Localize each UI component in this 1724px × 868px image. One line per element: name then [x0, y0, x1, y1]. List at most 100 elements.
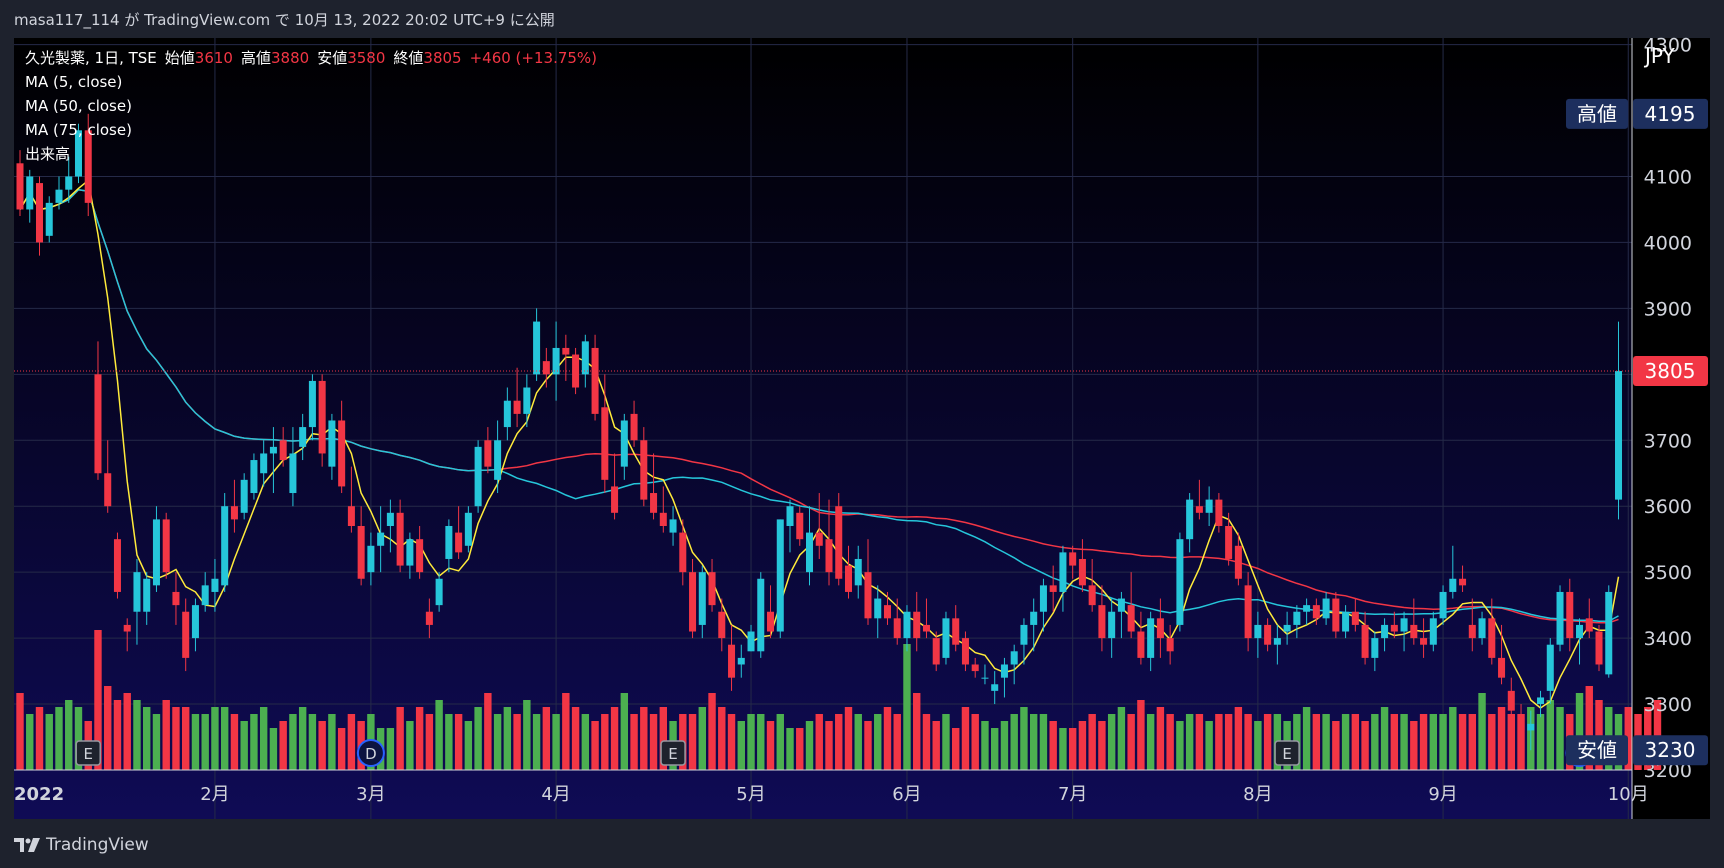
candle-body — [581, 341, 589, 375]
candle-body — [1468, 624, 1476, 639]
volume-bar — [1575, 693, 1584, 770]
volume-bar — [718, 707, 726, 770]
volume-bar — [1117, 707, 1126, 770]
volume-bar — [796, 728, 804, 770]
candle — [659, 486, 667, 533]
candle — [279, 427, 287, 467]
volume-bar — [747, 714, 755, 770]
volume-bar — [1263, 714, 1272, 770]
x-tick-label: 8月 — [1243, 784, 1272, 805]
candle — [542, 347, 550, 388]
candle — [1449, 545, 1457, 599]
candle — [581, 334, 589, 388]
candle — [630, 400, 638, 447]
candle — [952, 605, 960, 652]
candle-body — [1576, 624, 1584, 639]
volume-bar — [688, 714, 697, 770]
candle-body — [1507, 690, 1515, 711]
y-tick-label: 3200 — [1644, 760, 1692, 782]
candle-body — [1595, 631, 1603, 665]
candle-body — [347, 506, 355, 526]
candle-body — [776, 519, 784, 632]
volume-bar — [961, 707, 970, 770]
tag-value-box — [1633, 735, 1708, 766]
candle — [1186, 493, 1194, 553]
volume-bar — [1107, 714, 1116, 770]
indicator-volume[interactable]: 出来高 — [25, 145, 71, 163]
x-tick-label: 9月 — [1428, 784, 1457, 805]
earnings-marker[interactable]: E — [660, 740, 686, 766]
candle — [1069, 545, 1077, 579]
candle-body — [35, 183, 44, 243]
candle — [133, 558, 141, 645]
candle-body — [230, 506, 238, 520]
volume-bar — [805, 721, 814, 770]
x-tick-label: 6月 — [892, 784, 921, 805]
volume-bar — [454, 714, 463, 770]
volume-bar — [1507, 714, 1515, 770]
indicator-ma5[interactable]: MA (5, close) — [25, 73, 123, 91]
volume-bar — [1156, 707, 1165, 770]
candle-body — [1429, 618, 1437, 645]
volume-bar — [932, 721, 940, 770]
candle — [357, 506, 365, 586]
y-tick-label: 3500 — [1644, 562, 1692, 584]
indicator-ma50[interactable]: MA (50, close) — [25, 97, 132, 115]
low-value: 3580 — [347, 49, 386, 67]
volume-bar — [601, 714, 609, 770]
earnings-marker[interactable]: E — [75, 740, 101, 766]
candle — [1078, 539, 1086, 592]
y-tick-label: 4300 — [1644, 35, 1692, 57]
volume-bar — [1234, 707, 1243, 770]
volume-bar — [942, 714, 950, 770]
price-tags: 高値 4195 安値 3230 3805 — [14, 98, 1708, 766]
candle — [1517, 704, 1525, 744]
candle — [1176, 532, 1184, 632]
candle-body — [698, 572, 706, 625]
volume-bar — [1624, 707, 1632, 770]
earnings-marker[interactable]: E — [1274, 740, 1300, 766]
volume-bar — [104, 686, 112, 770]
candle-body — [494, 440, 502, 480]
volume-bar — [113, 700, 122, 770]
candle-body — [152, 519, 160, 586]
volume-bar — [708, 693, 716, 770]
volume-bar — [1215, 714, 1223, 770]
candle-body — [747, 631, 755, 652]
candle — [1254, 611, 1262, 658]
candle — [494, 420, 502, 494]
candle — [182, 598, 190, 672]
candle — [318, 374, 326, 467]
volume-bar — [727, 714, 736, 770]
volume-bar — [1439, 714, 1447, 770]
candle-body — [377, 532, 385, 546]
volume-bar — [737, 721, 745, 770]
low-label: 安値 — [317, 49, 348, 67]
candle-body — [1049, 585, 1057, 592]
volume-bar — [1322, 714, 1330, 770]
candle-body — [328, 420, 336, 467]
candle — [1400, 611, 1408, 652]
dividend-marker[interactable]: D — [356, 739, 385, 767]
tradingview-logo[interactable]: TradingView — [14, 833, 149, 857]
x-tick-label: 3月 — [356, 784, 385, 805]
indicator-ma75[interactable]: MA (75, close) — [25, 121, 132, 139]
ohlc-row: 久光製薬, 1日, TSE 始値3610 高値3880 安値3580 終値3805 +46… — [25, 46, 597, 70]
volume-bar — [1146, 714, 1155, 770]
chart-legend: 久光製薬, 1日, TSE 始値3610 高値3880 安値3580 終値3805 +46… — [25, 46, 597, 166]
candle — [201, 572, 209, 612]
candle — [1498, 624, 1506, 685]
volume-bar — [1088, 714, 1096, 770]
candle-body — [1234, 545, 1242, 579]
candle — [455, 506, 463, 559]
volume-bar — [649, 714, 658, 770]
volume-bar — [1127, 714, 1135, 770]
volume-bar — [757, 714, 765, 770]
volume-bar — [308, 714, 317, 770]
candle-body — [435, 578, 443, 606]
candle — [84, 113, 92, 217]
volume-bar — [55, 707, 63, 770]
event-label: E — [1282, 745, 1291, 763]
volume-bar — [913, 693, 921, 770]
